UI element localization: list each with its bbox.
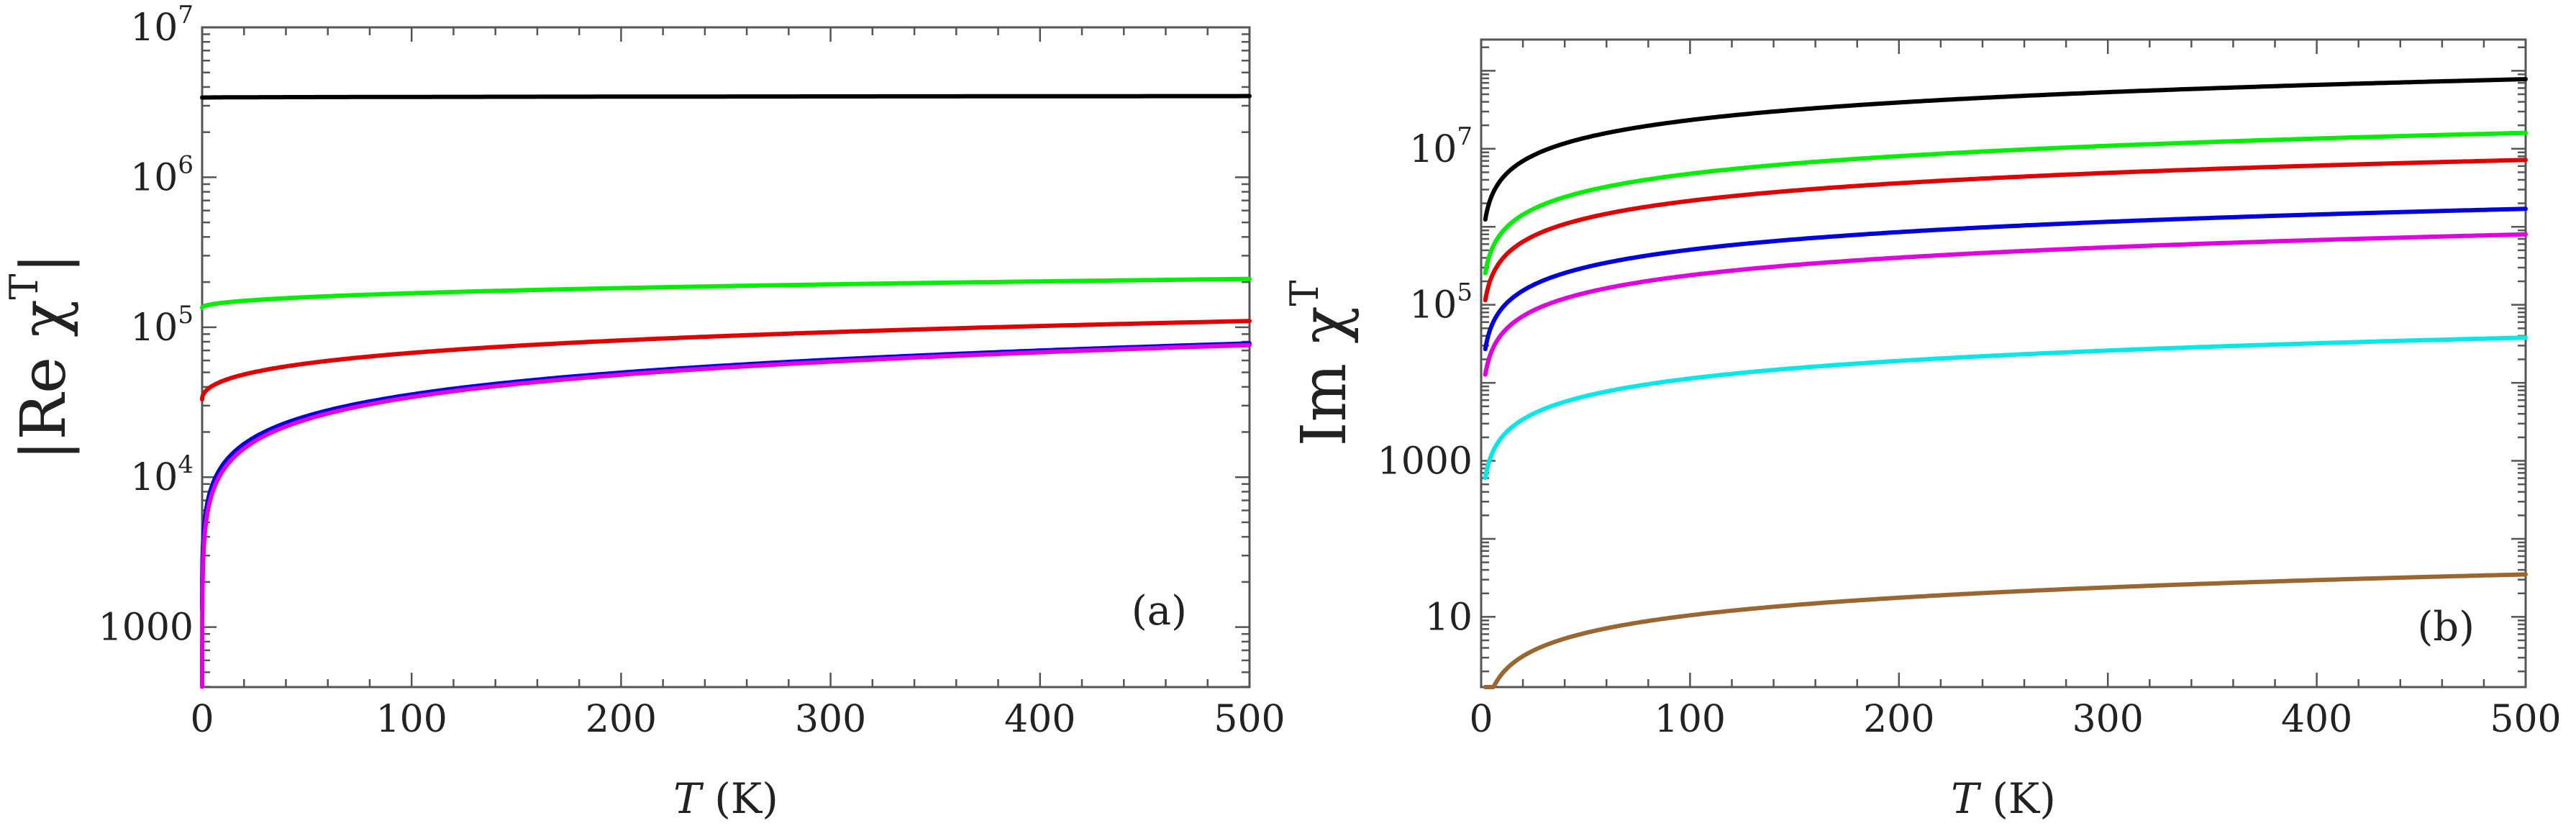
panel-label-a: (a) bbox=[1132, 588, 1187, 635]
series-group-b bbox=[1483, 77, 2528, 689]
series-green bbox=[200, 276, 1252, 310]
x-tick-label: 200 bbox=[1863, 698, 1934, 741]
y-tick-label: 1000 bbox=[1378, 440, 1473, 483]
series-red bbox=[1483, 158, 2528, 303]
y-tick-label-base: 1000 bbox=[1378, 440, 1473, 483]
y-tick-label: 105 bbox=[1409, 278, 1473, 327]
y-tick-label: 1000 bbox=[99, 606, 194, 650]
y-tick-label-sup: 5 bbox=[1457, 278, 1473, 307]
series-green bbox=[1483, 130, 2528, 276]
series-blue bbox=[200, 341, 1252, 612]
x-tick-label: 300 bbox=[2072, 698, 2144, 741]
y-tick-label-base: 10 bbox=[1409, 284, 1457, 327]
y-tick-label: 105 bbox=[130, 301, 194, 350]
y-tick-label: 104 bbox=[130, 450, 194, 499]
x-tick-label: 0 bbox=[1469, 698, 1493, 741]
y-tick-label-sup: 6 bbox=[178, 150, 194, 179]
y-tick-label-base: 10 bbox=[130, 456, 178, 499]
y-tick-label-sup: 5 bbox=[178, 301, 194, 330]
y-tick-label-sup: 7 bbox=[178, 1, 194, 29]
panel-label-b: (b) bbox=[2417, 604, 2475, 650]
y-tick-label-base: 10 bbox=[1425, 596, 1473, 639]
y-axis-sup-b: T bbox=[1282, 280, 1327, 306]
y-tick-label-base: 1000 bbox=[99, 606, 194, 650]
x-tick-label: 100 bbox=[1655, 698, 1726, 741]
series-magenta bbox=[1483, 232, 2528, 377]
series-black bbox=[1483, 77, 2528, 222]
series-group-a bbox=[200, 94, 1252, 689]
y-axis-main-b: Im χ bbox=[1288, 306, 1360, 447]
series-magenta bbox=[200, 342, 1252, 689]
plot-area-a bbox=[201, 26, 1251, 689]
y-tick-label: 107 bbox=[130, 1, 194, 50]
y-tick-label: 107 bbox=[1409, 122, 1473, 171]
y-tick-label-sup: 4 bbox=[178, 450, 194, 479]
series-red bbox=[200, 319, 1252, 402]
y-tick-label-base: 10 bbox=[130, 306, 178, 350]
x-axis-var-a: T bbox=[673, 774, 704, 823]
x-axis-title-a: T (K) bbox=[673, 774, 778, 823]
x-tick-label: 200 bbox=[586, 698, 657, 741]
x-tick-label: 0 bbox=[190, 698, 214, 741]
x-axis-unit-b: (K) bbox=[1979, 774, 2056, 823]
x-axis-title-b: T (K) bbox=[1951, 774, 2056, 823]
plot-area-b bbox=[1480, 38, 2527, 689]
y-tick-label: 10 bbox=[1425, 596, 1473, 639]
y-axis-title-a: |Re χT| bbox=[1, 253, 80, 460]
y-axis-title-b: Im χT bbox=[1282, 280, 1360, 446]
y-tick-label-base: 10 bbox=[1409, 128, 1457, 171]
x-tick-label: 500 bbox=[2490, 698, 2561, 741]
y-tick-label: 106 bbox=[130, 150, 194, 199]
y-tick-label-base: 10 bbox=[130, 6, 178, 50]
series-black bbox=[200, 94, 1252, 100]
x-axis-unit-a: (K) bbox=[701, 774, 778, 823]
y-axis-close-a: | bbox=[8, 253, 80, 273]
series-brown bbox=[1483, 572, 2528, 689]
y-axis-main-a: |Re χ bbox=[8, 299, 80, 460]
series-cyan bbox=[1483, 335, 2528, 481]
x-tick-label: 400 bbox=[2281, 698, 2352, 741]
x-tick-label: 500 bbox=[1214, 698, 1285, 741]
x-tick-label: 400 bbox=[1004, 698, 1075, 741]
x-axis-var-b: T bbox=[1951, 774, 1982, 823]
y-tick-label-sup: 7 bbox=[1457, 122, 1473, 151]
series-blue bbox=[1483, 206, 2528, 352]
x-tick-label: 100 bbox=[376, 698, 447, 741]
x-tick-label: 300 bbox=[795, 698, 866, 741]
y-axis-sup-a: T bbox=[1, 273, 47, 299]
y-tick-label-base: 10 bbox=[130, 156, 178, 199]
